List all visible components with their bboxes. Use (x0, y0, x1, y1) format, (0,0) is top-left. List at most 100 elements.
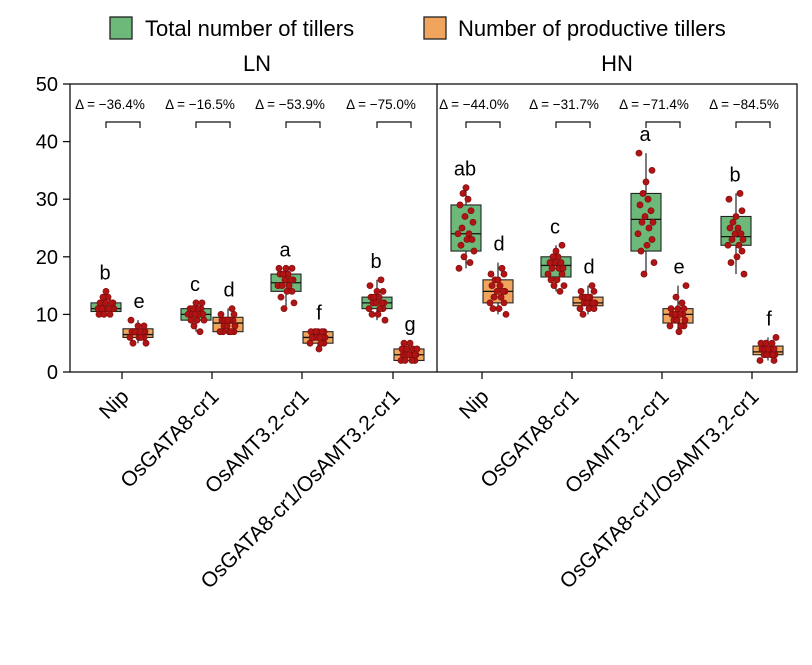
point-hn-osamt3-2-cr1-total (640, 270, 648, 278)
point-hn-nip-total (459, 190, 467, 197)
genotype-label-ln-nip: Nip (95, 385, 134, 424)
point-hn-nip-productive (496, 282, 504, 289)
point-ln-nip-total (96, 299, 104, 307)
point-ln-nip-total (100, 310, 108, 318)
point-hn-osgata8-cr1-osamt3-2-cr1-total (729, 218, 737, 226)
point-hn-nip-productive (500, 299, 508, 307)
panel-title-ln: LN (243, 51, 271, 76)
genotype-label-ln-osgata8-cr1-osamt3-2-cr1: OsGATA8-cr1/OsAMT3.2-cr1 (197, 385, 405, 593)
point-hn-osgata8-cr1-osamt3-2-cr1-productive (762, 339, 770, 347)
point-ln-osamt3-2-cr1-total (277, 293, 285, 301)
point-hn-osgata8-cr1-osamt3-2-cr1-total (735, 241, 743, 249)
point-hn-osamt3-2-cr1-total (648, 236, 656, 243)
point-hn-osamt3-2-cr1-total (636, 201, 644, 209)
point-hn-osgata8-cr1-productive (590, 287, 598, 295)
point-ln-osgata8-cr1-osamt3-2-cr1-productive (405, 351, 413, 359)
point-ln-osgata8-cr1-total (193, 316, 201, 324)
point-ln-osgata8-cr1-productive (230, 310, 238, 318)
point-hn-osamt3-2-cr1-total (639, 190, 647, 197)
point-hn-osgata8-cr1-osamt3-2-cr1-total (734, 224, 742, 232)
plot-marks: Δ = −36.4% b e Δ = −16.5% c d Δ = −53.9% a f Δ = … (75, 97, 784, 364)
point-hn-osamt3-2-cr1-total (648, 166, 656, 174)
point-ln-osgata8-cr1-osamt3-2-cr1-productive (413, 345, 421, 353)
point-hn-osamt3-2-cr1-total (650, 259, 658, 266)
point-hn-nip-productive (500, 270, 508, 278)
point-ln-osgata8-cr1-osamt3-2-cr1-total (373, 287, 381, 295)
delta-label-hn-osgata8-cr1: Δ = −31.7% (529, 97, 599, 112)
delta-label-ln-nip: Δ = −36.4% (75, 97, 145, 112)
point-ln-osamt3-2-cr1-total (290, 299, 298, 307)
point-hn-osgata8-cr1-osamt3-2-cr1-total (728, 236, 736, 243)
point-hn-osamt3-2-cr1-productive (680, 305, 688, 313)
point-ln-osamt3-2-cr1-productive (306, 339, 314, 347)
point-ln-osgata8-cr1-productive (228, 305, 236, 313)
point-hn-osamt3-2-cr1-total (645, 224, 653, 232)
delta-label-ln-osamt3-2-cr1: Δ = −53.9% (255, 97, 325, 112)
point-hn-osamt3-2-cr1-productive (677, 322, 685, 330)
point-ln-osamt3-2-cr1-total (280, 305, 288, 313)
point-ln-osgata8-cr1-osamt3-2-cr1-total (377, 276, 385, 284)
point-hn-nip-productive (497, 293, 505, 301)
significance-letter-hn-osgata8-cr1-productive: d (583, 257, 594, 279)
point-hn-nip-total (470, 247, 478, 255)
point-ln-nip-total (99, 293, 107, 301)
point-ln-nip-productive (129, 339, 137, 347)
point-hn-nip-productive (489, 305, 497, 313)
point-hn-nip-total (457, 241, 465, 249)
point-ln-osgata8-cr1-productive (227, 328, 235, 336)
point-hn-osgata8-cr1-productive (579, 310, 587, 318)
y-tick-label-0: 0 (47, 362, 58, 384)
point-hn-osgata8-cr1-total (550, 282, 558, 289)
point-ln-nip-productive (126, 334, 134, 341)
point-hn-osgata8-cr1-total (553, 276, 561, 284)
y-tick-label-40: 40 (36, 132, 58, 154)
point-ln-osgata8-cr1-total (200, 316, 208, 324)
point-ln-nip-productive (134, 322, 142, 330)
point-hn-osgata8-cr1-osamt3-2-cr1-productive (770, 357, 778, 364)
point-hn-nip-total (456, 201, 464, 209)
point-ln-osgata8-cr1-osamt3-2-cr1-productive (411, 351, 419, 359)
point-ln-osgata8-cr1-total (187, 316, 195, 324)
point-hn-osgata8-cr1-osamt3-2-cr1-total (738, 207, 746, 215)
point-hn-osgata8-cr1-total (558, 241, 566, 249)
point-ln-osgata8-cr1-osamt3-2-cr1-total (376, 305, 384, 313)
point-hn-nip-total (467, 207, 475, 215)
point-ln-nip-total (106, 310, 114, 318)
point-ln-nip-total (102, 287, 110, 295)
significance-letter-ln-osgata8-cr1-total: c (190, 274, 200, 296)
y-tick-label-10: 10 (36, 304, 58, 326)
point-ln-osamt3-2-cr1-productive (315, 345, 323, 353)
point-hn-osamt3-2-cr1-productive (682, 282, 690, 289)
point-ln-nip-productive (127, 316, 135, 324)
point-hn-nip-productive (499, 287, 507, 295)
point-hn-nip-total (464, 195, 472, 203)
point-hn-nip-productive (498, 264, 506, 272)
point-ln-osamt3-2-cr1-productive (308, 334, 316, 341)
point-hn-osamt3-2-cr1-productive (675, 328, 683, 336)
point-ln-osgata8-cr1-productive (216, 328, 224, 336)
point-hn-osgata8-cr1-total (552, 247, 560, 255)
significance-letter-ln-osgata8-cr1-osamt3-2-cr1-productive: g (404, 314, 415, 336)
point-ln-osamt3-2-cr1-total (288, 264, 296, 272)
comparison-bracket-hn-osgata8-cr1 (555, 121, 591, 128)
point-ln-osgata8-cr1-osamt3-2-cr1-total (370, 293, 378, 301)
point-hn-osgata8-cr1-total (559, 264, 567, 272)
point-ln-osamt3-2-cr1-total (278, 282, 286, 289)
significance-letter-ln-nip-productive: e (133, 291, 144, 313)
point-hn-osgata8-cr1-osamt3-2-cr1-total (731, 230, 739, 238)
significance-letter-hn-osgata8-cr1-osamt3-2-cr1-productive: f (766, 308, 772, 330)
point-hn-osamt3-2-cr1-total (642, 178, 650, 186)
point-hn-osgata8-cr1-productive (590, 305, 598, 313)
point-hn-nip-productive (490, 293, 498, 301)
comparison-bracket-hn-osamt3-2-cr1 (645, 121, 681, 128)
legend-label-productive: Number of productive tillers (458, 16, 726, 41)
point-hn-osamt3-2-cr1-total (635, 149, 643, 157)
comparison-bracket-hn-osgata8-cr1-osamt3-2-cr1 (735, 121, 771, 128)
point-hn-osamt3-2-cr1-total (649, 218, 657, 226)
point-hn-osgata8-cr1-osamt3-2-cr1-total (737, 230, 745, 238)
point-hn-osgata8-cr1-osamt3-2-cr1-total (738, 247, 746, 255)
comparison-bracket-ln-osamt3-2-cr1 (285, 121, 321, 128)
point-ln-nip-productive (142, 339, 150, 347)
point-hn-osgata8-cr1-osamt3-2-cr1-total (739, 236, 747, 243)
